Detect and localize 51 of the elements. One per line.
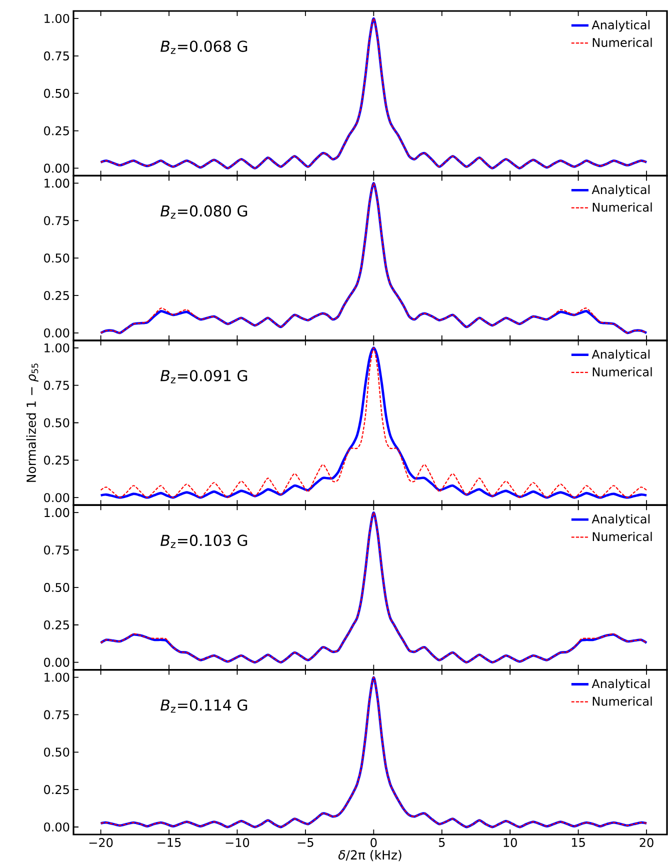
y-tick-label: 1.00 [44,672,70,682]
y-tick-label: 0.50 [44,748,70,757]
y-tick-label: 0.75 [44,380,69,390]
y-tick-label: 0.75 [44,216,69,226]
x-tick-label: 0 [370,838,377,848]
y-tick-label: 0.00 [44,164,70,173]
y-tick-label: 0.25 [44,126,69,136]
x-tick-label: 5 [438,838,445,847]
annotation: B$_{z}$=0.103 G [160,534,248,548]
y-tick-label: 0.00 [44,658,70,667]
x-tick-label: 10 [504,838,517,848]
annotation: B$_{z}$=0.114 G [160,699,248,713]
annotation: B$_{z}$=0.068 G [160,40,248,54]
y-tick-label: 1.00 [44,14,70,24]
x-tick-label: 15 [572,838,585,847]
y-tick-label: 0.50 [44,254,70,263]
y-tick-label: 1.00 [44,508,70,518]
annotation: B$_{z}$=0.091 G [160,370,248,384]
legend-label: Numerical [592,202,652,212]
y-tick-label: 1.00 [44,343,70,352]
legend-label: Analytical [592,514,650,526]
x-tick-label: −20 [89,838,113,848]
x-tick-label: 20 [640,838,654,848]
y-axis-title: Normalized 1 − ρ$_{55}$ [26,364,38,482]
x-tick-label: −5 [298,838,314,847]
legend-label: Numerical [592,38,652,48]
legend-label: Analytical [592,20,650,32]
y-tick-label: 0.50 [44,582,70,592]
legend-label: Numerical [592,696,652,706]
x-tick-label: −10 [226,838,250,848]
y-tick-label: 1.00 [44,178,70,188]
y-tick-label: 0.00 [44,822,70,832]
y-tick-label: 0.25 [44,785,69,794]
legend-label: Analytical [592,350,650,362]
y-tick-label: 0.75 [44,710,69,720]
y-tick-label: 0.25 [44,456,69,465]
y-tick-label: 0.00 [44,328,70,338]
y-tick-label: 0.25 [44,290,69,300]
y-tick-label: 0.00 [44,493,70,502]
y-tick-label: 0.25 [44,620,69,630]
y-tick-label: 0.50 [44,88,70,98]
legend-label: Numerical [592,532,652,542]
annotation: B$_{z}$=0.080 G [160,205,248,219]
y-tick-label: 0.50 [44,418,70,428]
legend-label: Numerical [592,367,652,376]
y-tick-label: 0.75 [44,51,69,60]
y-tick-label: 0.75 [44,545,69,555]
legend-label: Analytical [592,184,650,196]
x-axis-title: δ/2π (kHz) [338,850,402,862]
legend-label: Analytical [592,678,650,691]
x-tick-label: −15 [158,838,181,847]
